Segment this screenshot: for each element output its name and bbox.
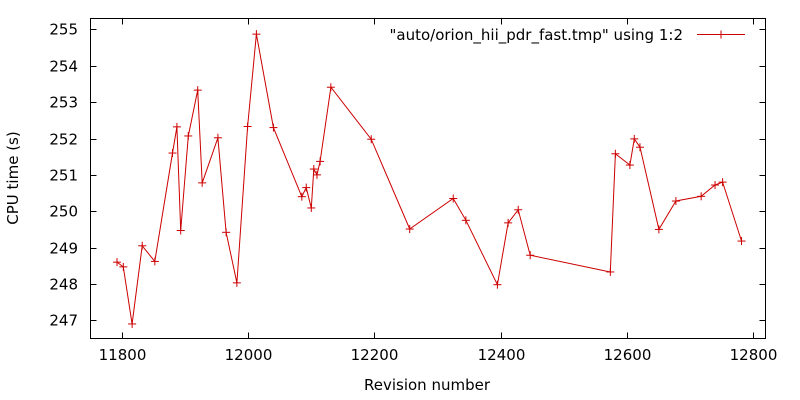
y-tick-label: 250 bbox=[49, 203, 78, 221]
x-tick-label: 12600 bbox=[604, 346, 652, 364]
data-point bbox=[269, 123, 278, 132]
data-point bbox=[718, 178, 727, 187]
data-point bbox=[297, 192, 306, 201]
data-point bbox=[198, 178, 207, 187]
plot-frame bbox=[90, 18, 766, 339]
y-tick-label: 247 bbox=[49, 312, 78, 330]
data-point bbox=[514, 205, 523, 214]
data-point bbox=[504, 218, 513, 227]
data-point bbox=[128, 319, 137, 328]
data-point bbox=[654, 225, 663, 234]
data-point bbox=[138, 241, 147, 250]
data-point bbox=[630, 134, 639, 143]
data-point bbox=[168, 149, 177, 158]
axis-ticks: 11800 12000 12200 12400 12600 12800 247 248 249 2… bbox=[49, 18, 778, 364]
y-tick-label: 249 bbox=[49, 240, 78, 258]
y-tick-label: 254 bbox=[49, 58, 78, 76]
data-point bbox=[302, 183, 311, 192]
data-point bbox=[193, 86, 202, 95]
x-tick-label: 12800 bbox=[730, 346, 778, 364]
data-point bbox=[232, 278, 241, 287]
data-point bbox=[449, 194, 458, 203]
data-point bbox=[326, 83, 335, 92]
data-point bbox=[635, 143, 644, 152]
data-point bbox=[316, 157, 325, 166]
x-tick-label: 11800 bbox=[99, 346, 147, 364]
data-point bbox=[213, 133, 222, 142]
data-point bbox=[119, 262, 128, 271]
y-axis-label: CPU time (s) bbox=[4, 131, 22, 224]
data-point bbox=[312, 170, 321, 179]
data-point bbox=[737, 237, 746, 246]
y-tick-label: 253 bbox=[49, 94, 78, 112]
data-point bbox=[222, 228, 231, 237]
y-tick-label: 255 bbox=[49, 21, 78, 39]
data-point bbox=[307, 203, 316, 212]
data-point bbox=[625, 161, 634, 170]
series-line bbox=[116, 34, 742, 325]
y-tick-label: 251 bbox=[49, 167, 78, 185]
x-tick-label: 12400 bbox=[478, 346, 526, 364]
data-point bbox=[252, 30, 261, 39]
data-point bbox=[711, 181, 720, 190]
data-point bbox=[461, 216, 470, 225]
data-point bbox=[611, 149, 620, 158]
legend: "auto/orion_hii_pdr_fast.tmp" using 1:2 bbox=[389, 26, 745, 45]
data-point bbox=[671, 197, 680, 206]
data-point bbox=[150, 257, 159, 266]
x-tick-label: 12000 bbox=[225, 346, 273, 364]
series-layer bbox=[112, 30, 746, 328]
legend-label: "auto/orion_hii_pdr_fast.tmp" using 1:2 bbox=[389, 26, 683, 45]
data-point bbox=[606, 267, 615, 276]
legend-marker bbox=[717, 30, 725, 39]
y-tick-label: 248 bbox=[49, 276, 78, 294]
data-point bbox=[172, 122, 181, 131]
x-axis-label: Revision number bbox=[364, 376, 491, 394]
data-point bbox=[367, 135, 376, 144]
data-point bbox=[112, 258, 121, 267]
data-point bbox=[184, 131, 193, 140]
data-point bbox=[493, 280, 502, 289]
x-tick-label: 12200 bbox=[351, 346, 399, 364]
data-point bbox=[526, 251, 535, 260]
data-point bbox=[405, 225, 414, 234]
data-point bbox=[243, 122, 252, 131]
y-tick-label: 252 bbox=[49, 131, 78, 149]
data-point bbox=[176, 226, 185, 235]
data-point bbox=[309, 165, 318, 174]
data-point bbox=[697, 192, 706, 201]
